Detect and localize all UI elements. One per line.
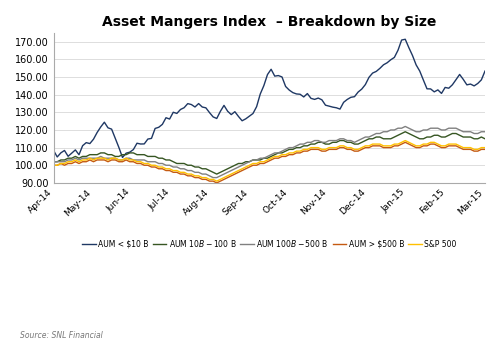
AUM > $500 B bbox=[482, 147, 488, 151]
Legend: AUM < $10 B, AUM $10 B - $100 B, AUM $100 B - $500 B, AUM > $500 B, S&P 500: AUM < $10 B, AUM $10 B - $100 B, AUM $10… bbox=[80, 235, 460, 252]
AUM < $10 B bbox=[395, 48, 401, 52]
AUM > $500 B bbox=[214, 181, 220, 185]
Text: Source: SNL Financial: Source: SNL Financial bbox=[20, 331, 103, 340]
AUM $100 B - $500 B bbox=[210, 175, 216, 180]
AUM < $10 B bbox=[402, 37, 408, 41]
AUM $100 B - $500 B bbox=[395, 126, 401, 130]
Line: AUM $10 B - $100 B: AUM $10 B - $100 B bbox=[54, 132, 485, 174]
AUM < $10 B bbox=[145, 137, 151, 141]
Title: Asset Mangers Index  – Breakdown by Size: Asset Mangers Index – Breakdown by Size bbox=[102, 15, 436, 29]
Line: AUM $100 B - $500 B: AUM $100 B - $500 B bbox=[54, 126, 485, 177]
AUM $100 B - $500 B bbox=[402, 124, 408, 129]
AUM $100 B - $500 B bbox=[294, 144, 300, 148]
AUM < $10 B bbox=[50, 149, 56, 153]
Line: AUM > $500 B: AUM > $500 B bbox=[54, 142, 485, 183]
S&P 500 bbox=[474, 147, 480, 151]
AUM $10 B - $100 B bbox=[474, 137, 480, 141]
AUM $10 B - $100 B bbox=[214, 172, 220, 176]
AUM < $10 B bbox=[482, 69, 488, 73]
AUM $10 B - $100 B bbox=[482, 137, 488, 141]
AUM $100 B - $500 B bbox=[141, 158, 147, 162]
AUM $10 B - $100 B bbox=[50, 160, 56, 164]
AUM > $500 B bbox=[141, 163, 147, 167]
S&P 500 bbox=[214, 179, 220, 183]
AUM > $500 B bbox=[50, 163, 56, 167]
AUM < $10 B bbox=[294, 92, 300, 96]
Line: S&P 500: S&P 500 bbox=[54, 140, 485, 181]
S&P 500 bbox=[482, 146, 488, 150]
AUM $10 B - $100 B bbox=[166, 158, 172, 162]
AUM $10 B - $100 B bbox=[402, 130, 408, 134]
AUM $10 B - $100 B bbox=[141, 153, 147, 157]
S&P 500 bbox=[395, 142, 401, 146]
S&P 500 bbox=[294, 149, 300, 153]
AUM > $500 B bbox=[402, 140, 408, 144]
Line: AUM < $10 B: AUM < $10 B bbox=[54, 39, 485, 157]
AUM > $500 B bbox=[474, 149, 480, 153]
S&P 500 bbox=[166, 167, 172, 171]
AUM $10 B - $100 B bbox=[352, 142, 358, 146]
S&P 500 bbox=[352, 147, 358, 151]
AUM $100 B - $500 B bbox=[50, 160, 56, 164]
S&P 500 bbox=[50, 163, 56, 167]
AUM < $10 B bbox=[352, 95, 358, 99]
AUM $100 B - $500 B bbox=[352, 140, 358, 144]
AUM < $10 B bbox=[120, 155, 126, 159]
AUM $100 B - $500 B bbox=[474, 132, 480, 136]
AUM $10 B - $100 B bbox=[395, 133, 401, 137]
AUM < $10 B bbox=[474, 82, 480, 86]
S&P 500 bbox=[402, 138, 408, 142]
AUM $10 B - $100 B bbox=[294, 146, 300, 150]
AUM < $10 B bbox=[170, 110, 176, 114]
S&P 500 bbox=[141, 162, 147, 166]
AUM $100 B - $500 B bbox=[482, 130, 488, 134]
AUM > $500 B bbox=[166, 169, 172, 173]
AUM $100 B - $500 B bbox=[166, 163, 172, 167]
AUM > $500 B bbox=[395, 144, 401, 148]
AUM > $500 B bbox=[294, 151, 300, 155]
AUM > $500 B bbox=[352, 149, 358, 153]
